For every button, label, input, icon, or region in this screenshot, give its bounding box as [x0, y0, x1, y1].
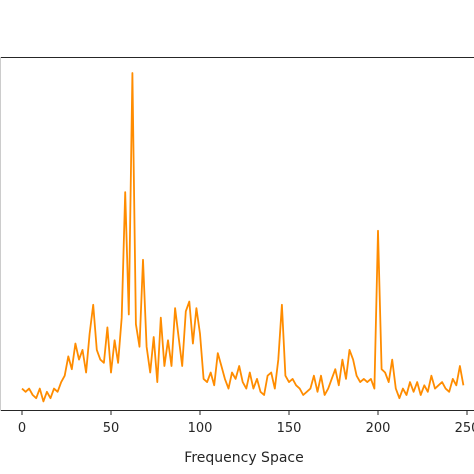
x-tick-label: 50 [103, 421, 120, 436]
x-tick-label: 150 [277, 421, 302, 436]
x-tick-label: 0 [18, 421, 26, 436]
series-line [21, 72, 465, 403]
series-layer [21, 72, 465, 403]
plot-frame [0, 57, 474, 411]
x-tick-label: 250 [455, 421, 474, 436]
x-tick-label: 100 [188, 421, 213, 436]
x-axis-label: Frequency Space [184, 450, 303, 466]
x-axis-ticks: 0 50 100 150 200 250 [18, 410, 474, 436]
x-tick-label: 200 [366, 421, 391, 436]
